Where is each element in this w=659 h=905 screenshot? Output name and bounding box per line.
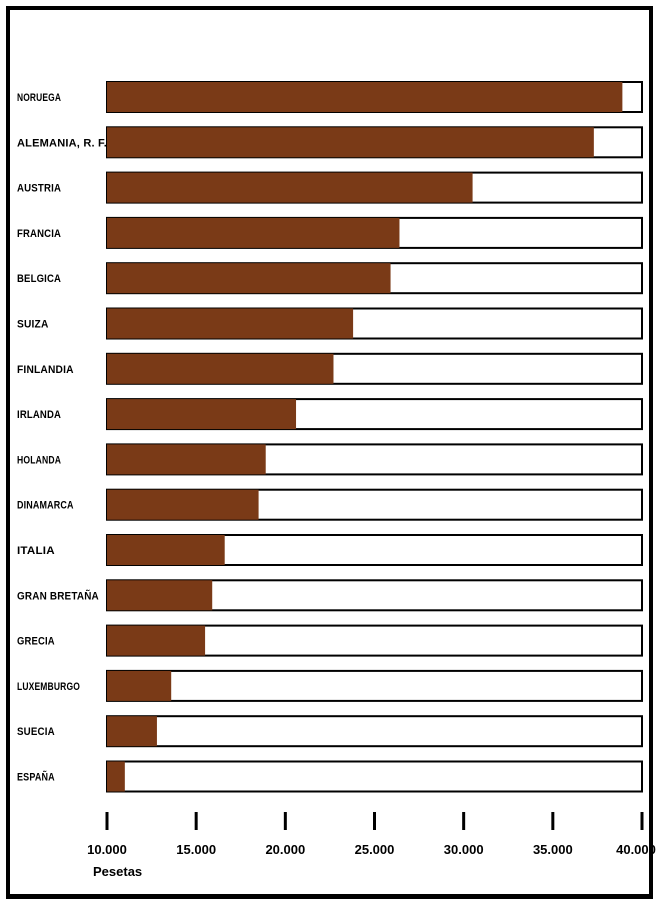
bar-outline-suecia [106, 715, 643, 748]
bar-austria [107, 172, 473, 203]
bars-group [106, 81, 643, 793]
x-tick-label-1: 15.000 [176, 842, 216, 857]
category-label-grecia: GRECIA [17, 636, 55, 648]
category-label-belgica: BELGICA [17, 273, 61, 285]
x-tick-label-3: 25.000 [355, 842, 395, 857]
category-label-irlanda: IRLANDA [17, 409, 61, 421]
bar-outline-luxemburgo [106, 669, 643, 702]
x-tick-label-6: 40.000 [616, 842, 656, 857]
x-axis: 10.000 15.000 20.000 25.000 30.000 35.000 40.0… [87, 812, 656, 857]
category-labels: NORUEGA ALEMANIA, R. F. AUSTRIA FRANCIA BELG… [17, 92, 107, 784]
category-label-dinamarca: DINAMARCA [17, 500, 74, 512]
bar-belgica [107, 263, 391, 294]
bar-luxemburgo [107, 670, 172, 701]
x-tick-label-2: 20.000 [265, 842, 305, 857]
bar-holanda [107, 444, 266, 475]
bar-francia [107, 217, 400, 248]
bar-españa [107, 761, 125, 792]
bar-suiza [107, 308, 354, 339]
bar-alemania-r-f [107, 127, 594, 158]
bar-outline-españa [106, 760, 643, 793]
category-label-noruega: NORUEGA [17, 92, 61, 104]
bar-finlandia [107, 353, 334, 384]
bar-dinamarca [107, 489, 259, 520]
x-tick-label-5: 35.000 [533, 842, 573, 857]
bar-suecia [107, 716, 157, 747]
bar-noruega [107, 82, 623, 112]
bar-grecia [107, 625, 206, 656]
category-label-francia: FRANCIA [17, 228, 61, 240]
category-label-luxemburgo: LUXEMBURGO [17, 681, 80, 693]
category-label-suecia: SUECIA [17, 726, 55, 738]
x-tick-label-0: 10.000 [87, 842, 127, 857]
category-label-suiza: SUIZA [17, 319, 49, 331]
category-label-italia: ITALIA [17, 545, 55, 557]
category-label-gran-bretaña: GRAN BRETAÑA [17, 589, 99, 602]
bar-irlanda [107, 399, 297, 430]
bar-gran-bretaña [107, 580, 213, 611]
x-tick-label-4: 30.000 [444, 842, 484, 857]
x-axis-title: Pesetas [93, 864, 142, 879]
category-label-alemania-r-f: ALEMANIA, R. F. [17, 137, 107, 149]
bar-italia [107, 535, 225, 565]
category-label-españa: ESPAÑA [17, 771, 55, 784]
category-label-holanda: HOLANDA [17, 454, 61, 466]
category-label-finlandia: FINLANDIA [17, 364, 74, 376]
category-label-austria: AUSTRIA [17, 183, 61, 195]
